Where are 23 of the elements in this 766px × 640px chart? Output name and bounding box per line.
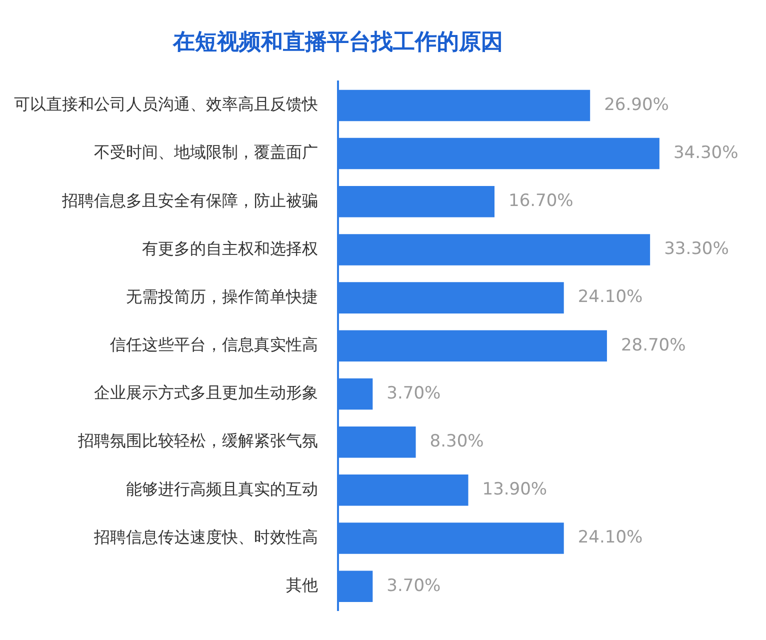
- chart-title: 在短视频和直播平台找工作的原因: [172, 30, 503, 55]
- data-label: 13.90%: [482, 480, 548, 500]
- y-tick-label: 不受时间、地域限制，覆盖面广: [94, 142, 318, 162]
- data-label: 3.70%: [386, 576, 441, 596]
- y-tick-label: 有更多的自主权和选择权: [142, 238, 318, 258]
- y-tick-label: 信任这些平台，信息真实性高: [110, 335, 318, 354]
- data-label: 16.70%: [508, 191, 574, 212]
- data-label: 33.30%: [664, 239, 729, 260]
- y-tick-label: 无需投简历，操作简单快捷: [126, 286, 318, 306]
- data-label: 34.30%: [673, 142, 738, 163]
- y-tick-label: 招聘氛围比较轻松，缓解紧张气氛: [77, 431, 318, 450]
- data-label: 24.10%: [578, 528, 643, 548]
- y-tick-label: 可以直接和公司人员沟通、效率高且反馈快: [14, 94, 318, 114]
- y-tick-label: 其他: [286, 576, 318, 595]
- data-label: 26.90%: [604, 94, 669, 115]
- y-tick-label: 招聘信息传达速度快、时效性高: [93, 527, 318, 546]
- y-tick-label: 企业展示方式多且更加生动形象: [94, 383, 318, 402]
- data-label: 3.70%: [386, 383, 441, 404]
- data-label: 8.30%: [430, 432, 484, 452]
- y-tick-label: 能够进行高频且真实的互动: [126, 479, 318, 498]
- data-label: 24.10%: [578, 287, 643, 308]
- y-tick-label: 招聘信息多且安全有保障，防止被骗: [61, 190, 318, 210]
- data-label: 28.70%: [620, 335, 686, 356]
